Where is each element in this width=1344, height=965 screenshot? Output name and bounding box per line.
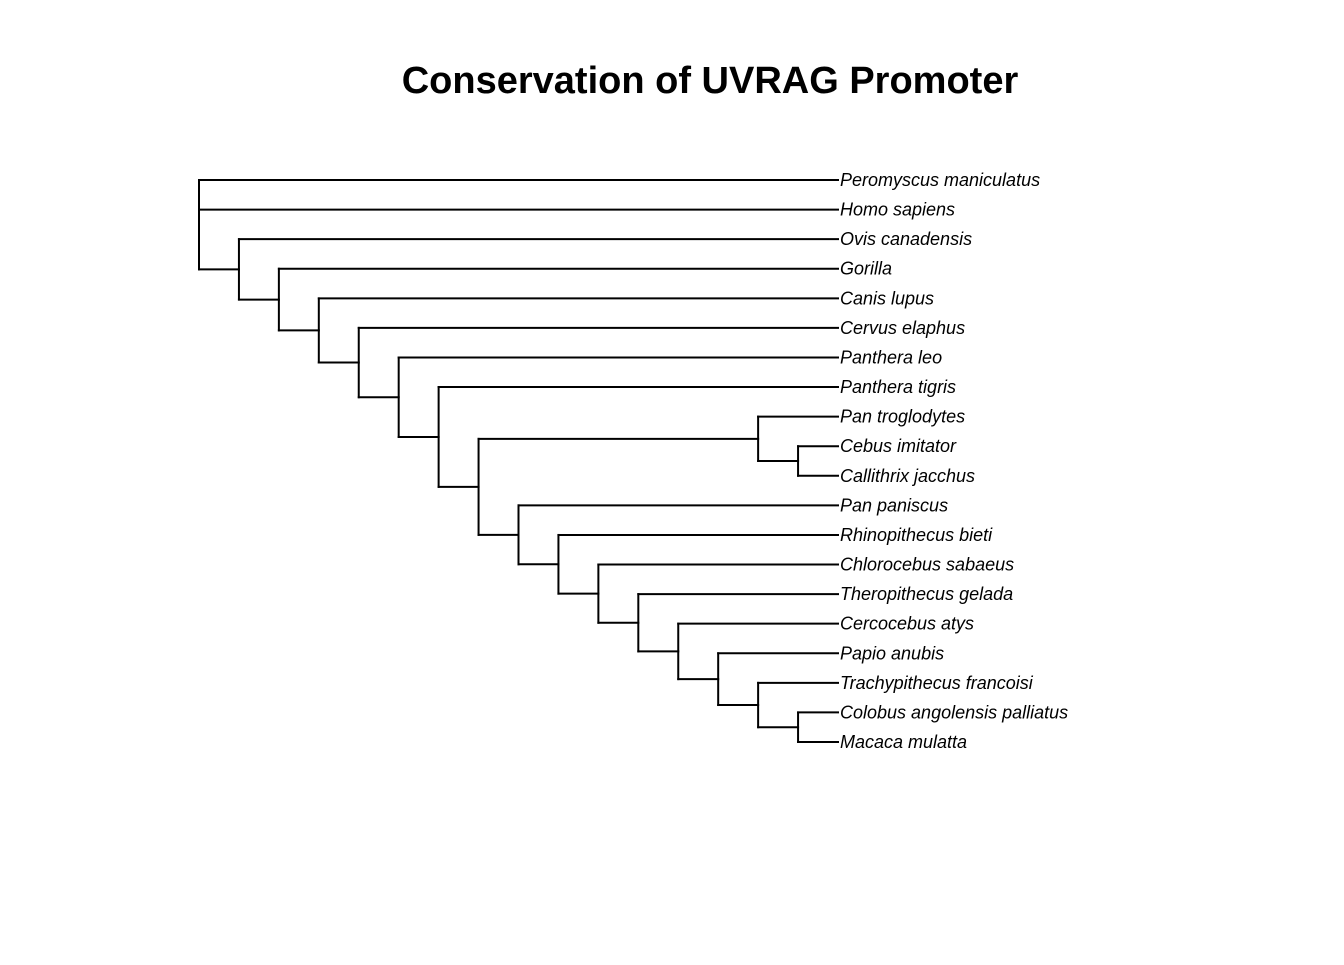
tip-label-gorilla: Gorilla (840, 259, 892, 279)
tip-label-colobus-angolensis-palliatus: Colobus angolensis palliatus (840, 702, 1068, 722)
tip-label-macaca-mulatta: Macaca mulatta (840, 732, 967, 752)
chart-title: Conservation of UVRAG Promoter (402, 60, 1019, 102)
tip-label-pan-paniscus: Pan paniscus (840, 495, 948, 515)
tree-branches (198, 179, 839, 743)
tip-label-papio-anubis: Papio anubis (840, 643, 944, 663)
tip-label-cervus-elaphus: Cervus elaphus (840, 318, 965, 338)
tip-label-trachypithecus-francoisi: Trachypithecus francoisi (840, 673, 1034, 693)
tip-label-pan-troglodytes: Pan troglodytes (840, 407, 965, 427)
tip-label-rhinopithecus-bieti: Rhinopithecus bieti (840, 525, 993, 545)
tip-label-ovis-canadensis: Ovis canadensis (840, 229, 972, 249)
tip-label-cercocebus-atys: Cercocebus atys (840, 614, 974, 634)
tip-label-panthera-leo: Panthera leo (840, 347, 942, 367)
tip-label-cebus-imitator: Cebus imitator (840, 436, 957, 456)
tip-labels: Peromyscus maniculatus Homo sapiens Ovis c… (840, 170, 1068, 752)
tip-label-chlorocebus-sabaeus: Chlorocebus sabaeus (840, 555, 1014, 575)
tip-label-peromyscus-maniculatus: Peromyscus maniculatus (840, 170, 1040, 190)
tip-label-callithrix-jacchus: Callithrix jacchus (840, 466, 975, 486)
tip-label-homo-sapiens: Homo sapiens (840, 200, 955, 220)
tip-label-theropithecus-gelada: Theropithecus gelada (840, 584, 1013, 604)
tip-label-canis-lupus: Canis lupus (840, 288, 934, 308)
tip-label-panthera-tigris: Panthera tigris (840, 377, 956, 397)
